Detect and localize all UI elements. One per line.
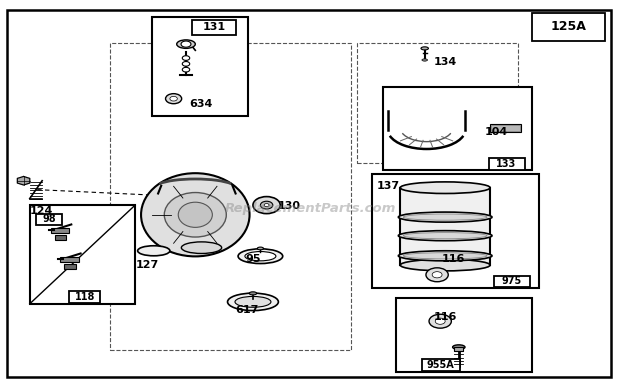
Circle shape <box>432 272 442 278</box>
Bar <box>36 214 62 225</box>
Ellipse shape <box>138 246 170 256</box>
Text: 116: 116 <box>434 312 458 322</box>
Circle shape <box>166 94 182 104</box>
Text: 134: 134 <box>434 57 458 67</box>
Ellipse shape <box>164 192 226 237</box>
Circle shape <box>264 204 269 207</box>
Circle shape <box>181 41 191 47</box>
Bar <box>396 298 532 372</box>
Circle shape <box>170 96 177 101</box>
Bar <box>494 276 530 287</box>
Bar <box>55 235 66 240</box>
Circle shape <box>182 62 190 66</box>
Bar <box>532 13 605 41</box>
Bar <box>110 43 351 350</box>
Polygon shape <box>17 176 30 185</box>
Text: 125A: 125A <box>551 20 587 33</box>
Text: 118: 118 <box>75 292 95 302</box>
Text: ReplacementParts.com: ReplacementParts.com <box>224 202 396 216</box>
Ellipse shape <box>398 212 492 222</box>
Circle shape <box>429 314 451 328</box>
Ellipse shape <box>422 59 428 61</box>
Text: 634: 634 <box>190 99 213 110</box>
Bar <box>491 125 520 131</box>
Ellipse shape <box>228 293 278 310</box>
Circle shape <box>435 318 445 324</box>
Ellipse shape <box>177 40 195 48</box>
Ellipse shape <box>401 182 490 194</box>
Ellipse shape <box>235 296 271 307</box>
Text: 955A: 955A <box>427 360 454 370</box>
Bar <box>192 20 236 35</box>
Circle shape <box>426 268 448 282</box>
Text: 617: 617 <box>235 305 259 315</box>
Ellipse shape <box>249 292 257 295</box>
Ellipse shape <box>401 259 490 271</box>
Ellipse shape <box>141 173 249 256</box>
Text: 116: 116 <box>441 254 465 264</box>
Ellipse shape <box>403 253 487 259</box>
Ellipse shape <box>245 252 276 261</box>
Text: 131: 131 <box>202 22 226 33</box>
Bar <box>372 174 539 288</box>
Text: 137: 137 <box>377 181 400 191</box>
Ellipse shape <box>403 233 487 239</box>
Bar <box>60 257 79 262</box>
Ellipse shape <box>181 242 222 253</box>
Ellipse shape <box>398 251 492 261</box>
Ellipse shape <box>421 47 428 50</box>
Bar <box>383 87 532 170</box>
Bar <box>401 188 490 265</box>
Ellipse shape <box>179 202 212 228</box>
Circle shape <box>182 67 190 72</box>
Text: 98: 98 <box>42 214 56 224</box>
Text: 133: 133 <box>497 159 516 169</box>
Text: 124: 124 <box>30 206 53 216</box>
Bar <box>51 228 69 233</box>
Bar <box>64 264 76 269</box>
Circle shape <box>253 197 280 214</box>
Bar <box>30 205 135 304</box>
Text: 130: 130 <box>278 201 301 211</box>
Text: 127: 127 <box>135 260 159 270</box>
Text: 975: 975 <box>502 276 522 286</box>
Circle shape <box>260 201 273 209</box>
Bar <box>152 17 248 116</box>
Ellipse shape <box>238 249 283 264</box>
Ellipse shape <box>403 214 487 220</box>
Bar <box>356 43 518 163</box>
Bar <box>69 291 100 303</box>
Text: 95: 95 <box>245 254 260 264</box>
Bar <box>422 359 460 371</box>
Text: 104: 104 <box>484 127 508 137</box>
Ellipse shape <box>398 231 492 241</box>
Bar <box>490 124 521 132</box>
Bar <box>454 347 463 351</box>
Ellipse shape <box>257 247 264 250</box>
Ellipse shape <box>453 345 465 349</box>
Bar <box>489 158 525 170</box>
Circle shape <box>182 56 190 60</box>
